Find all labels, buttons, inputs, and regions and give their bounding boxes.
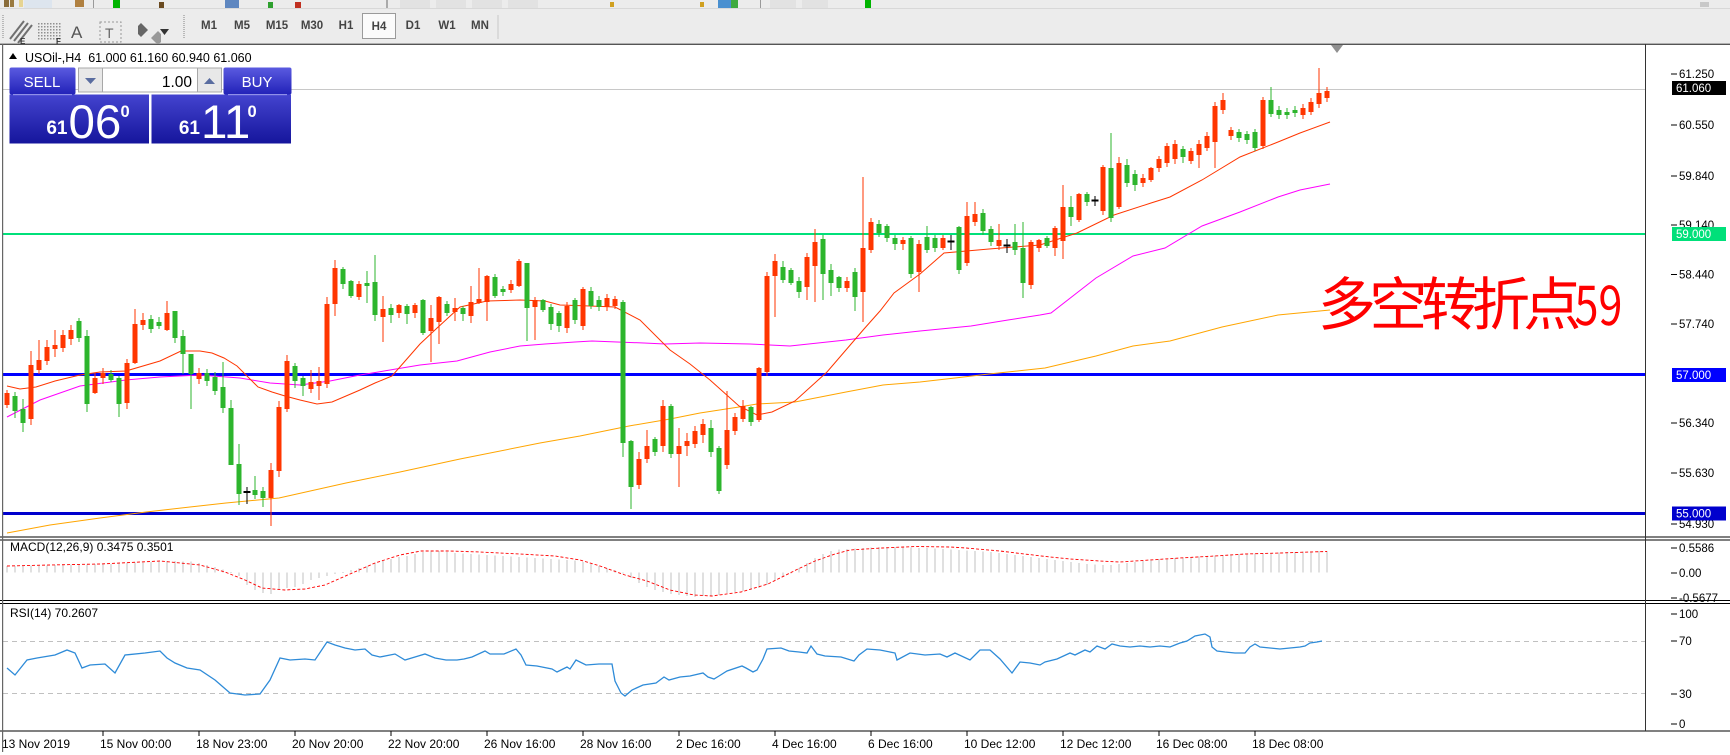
svg-text:60.550: 60.550 xyxy=(1679,120,1714,132)
svg-text:26 Nov 16:00: 26 Nov 16:00 xyxy=(484,737,556,751)
svg-text:59.840: 59.840 xyxy=(1679,171,1714,183)
svg-text:06: 06 xyxy=(69,96,122,149)
svg-text:54.930: 54.930 xyxy=(1679,519,1714,531)
svg-text:RSI(14) 70.2607: RSI(14) 70.2607 xyxy=(10,606,98,620)
svg-text:61.250: 61.250 xyxy=(1679,69,1714,81)
svg-text:28 Nov 16:00: 28 Nov 16:00 xyxy=(580,737,652,751)
svg-text:0.00: 0.00 xyxy=(1679,568,1701,580)
svg-text:SELL: SELL xyxy=(24,74,61,91)
svg-text:18 Dec 08:00: 18 Dec 08:00 xyxy=(1252,737,1324,751)
svg-text:1.00: 1.00 xyxy=(162,74,193,91)
svg-text:30: 30 xyxy=(1679,689,1692,701)
svg-text:0.5586: 0.5586 xyxy=(1679,543,1714,555)
svg-text:-0.5677: -0.5677 xyxy=(1679,593,1718,605)
svg-text:USOil-,H4 61.000 61.160 60.94: USOil-,H4 61.000 61.160 60.940 61.060 xyxy=(25,51,252,65)
svg-text:16 Dec 08:00: 16 Dec 08:00 xyxy=(1156,737,1228,751)
svg-text:70: 70 xyxy=(1679,636,1692,648)
svg-text:T: T xyxy=(105,25,114,41)
svg-text:100: 100 xyxy=(1679,609,1698,621)
svg-text:58.440: 58.440 xyxy=(1679,270,1714,282)
svg-text:0: 0 xyxy=(248,103,257,121)
svg-text:61: 61 xyxy=(179,118,201,139)
svg-text:0: 0 xyxy=(1679,719,1685,731)
svg-text:20 Nov 20:00: 20 Nov 20:00 xyxy=(292,737,364,751)
svg-text:2 Dec 16:00: 2 Dec 16:00 xyxy=(676,737,741,751)
svg-text:55.630: 55.630 xyxy=(1679,468,1714,480)
svg-text:56.340: 56.340 xyxy=(1679,418,1714,430)
svg-text:6 Dec 16:00: 6 Dec 16:00 xyxy=(868,737,933,751)
svg-text:BUY: BUY xyxy=(242,74,273,91)
svg-text:61: 61 xyxy=(46,118,68,139)
svg-text:10 Dec 12:00: 10 Dec 12:00 xyxy=(964,737,1036,751)
svg-text:4 Dec 16:00: 4 Dec 16:00 xyxy=(772,737,837,751)
svg-text:61.060: 61.060 xyxy=(1676,83,1711,95)
svg-text:13 Nov 2019: 13 Nov 2019 xyxy=(2,737,70,751)
svg-text:22 Nov 20:00: 22 Nov 20:00 xyxy=(388,737,460,751)
svg-text:MACD(12,26,9) 0.3475 0.3501: MACD(12,26,9) 0.3475 0.3501 xyxy=(10,540,174,554)
svg-text:59.000: 59.000 xyxy=(1676,229,1711,241)
svg-text:0: 0 xyxy=(121,103,130,121)
svg-text:A: A xyxy=(71,23,83,42)
svg-text:57.000: 57.000 xyxy=(1676,370,1711,382)
svg-text:E: E xyxy=(20,37,26,44)
svg-text:11: 11 xyxy=(201,96,250,149)
svg-text:18 Nov 23:00: 18 Nov 23:00 xyxy=(196,737,268,751)
svg-text:12 Dec 12:00: 12 Dec 12:00 xyxy=(1060,737,1132,751)
svg-text:F: F xyxy=(56,37,61,44)
svg-text:15 Nov 00:00: 15 Nov 00:00 xyxy=(100,737,172,751)
svg-text:57.740: 57.740 xyxy=(1679,319,1714,331)
svg-text:55.000: 55.000 xyxy=(1676,509,1711,521)
